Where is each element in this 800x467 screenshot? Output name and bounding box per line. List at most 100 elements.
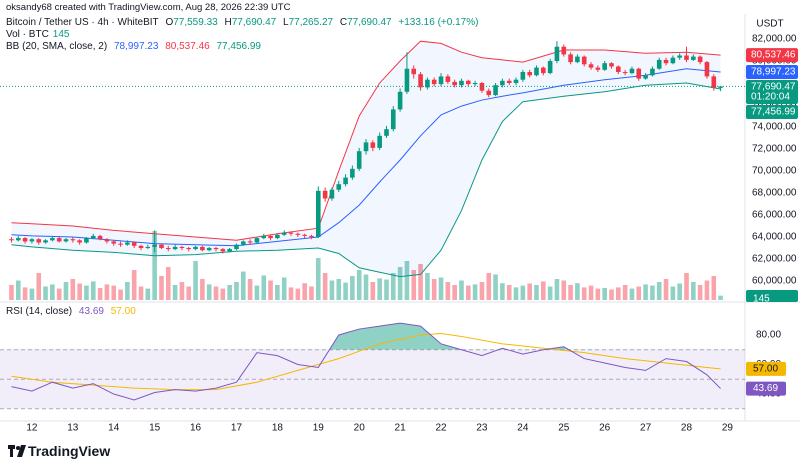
volume-bar xyxy=(663,279,669,300)
rsi-line xyxy=(11,322,721,401)
volume-bar xyxy=(684,273,689,300)
candle-body xyxy=(384,129,389,136)
volume-bar xyxy=(622,285,628,300)
ohlc-key: O xyxy=(165,17,174,28)
candle-body xyxy=(36,239,42,243)
candle-body xyxy=(206,248,212,251)
rsi-tick-label: 80.00 xyxy=(756,330,781,341)
volume-bar xyxy=(254,285,260,300)
volume-bar xyxy=(227,285,232,300)
candle-body xyxy=(677,55,682,58)
volume-bar xyxy=(159,276,164,300)
volume-bar xyxy=(506,285,512,300)
volume-bar xyxy=(104,284,110,300)
candle-body xyxy=(43,240,48,243)
y-tick-label: 62,000.00 xyxy=(752,254,797,265)
candle-body xyxy=(281,232,287,235)
candle-body xyxy=(581,56,587,65)
candle-body xyxy=(418,74,423,88)
volume-bar xyxy=(193,261,198,300)
candle-body xyxy=(50,238,55,241)
x-tick-label: 23 xyxy=(476,423,488,434)
candle-body xyxy=(138,245,144,248)
volume-bar xyxy=(288,287,294,300)
volume-bar xyxy=(561,280,567,300)
candle-body xyxy=(650,68,655,76)
candle-body xyxy=(704,62,710,77)
volume-bar xyxy=(609,289,614,300)
candle-body xyxy=(452,81,457,86)
volume-bar xyxy=(36,273,42,300)
volume-label-box xyxy=(746,290,798,302)
candle-body xyxy=(466,80,471,85)
x-tick-label: 21 xyxy=(395,423,407,434)
candle-body xyxy=(615,66,621,72)
candle-body xyxy=(159,244,164,248)
symbol: Bitcoin / Tether US · 4h · WhiteBIT xyxy=(6,17,159,28)
candle-body xyxy=(213,248,219,250)
bb-lower: 77,456.99 xyxy=(216,41,262,52)
legend-rsi: RSI (14, close) 43.69 57.00 xyxy=(6,306,140,318)
x-tick-label: 13 xyxy=(67,423,79,434)
rsi-label: 43.69 xyxy=(753,383,778,394)
volume-bar xyxy=(466,285,471,300)
volume-bar xyxy=(588,285,594,300)
bb-lower-line xyxy=(11,82,721,278)
candle-body xyxy=(288,232,294,234)
candle-body xyxy=(711,76,717,88)
volume-bar xyxy=(431,279,437,300)
bb-basis-label-box xyxy=(746,65,798,80)
volume-bar xyxy=(384,279,389,300)
price-label-box xyxy=(746,80,798,105)
candle-body xyxy=(684,55,689,60)
bb-basis-line xyxy=(11,68,721,247)
rsi-overbought-fill xyxy=(11,323,721,350)
volume-bar xyxy=(350,276,355,300)
candle-body xyxy=(104,239,110,242)
y-tick-label: 60,000.00 xyxy=(752,276,797,287)
bb-basis-label: 78,997.23 xyxy=(751,67,796,78)
volume-bar xyxy=(677,283,682,300)
y-tick-label: 64,000.00 xyxy=(752,232,797,243)
volume-bar xyxy=(615,287,621,300)
rsi-label-box xyxy=(746,381,786,396)
candle-body xyxy=(315,190,321,237)
candle-body xyxy=(697,56,703,63)
bb-lower-label: 77,456.99 xyxy=(751,107,796,118)
volume-bar xyxy=(711,276,717,300)
volume-bar xyxy=(445,282,451,300)
volume-bar xyxy=(697,285,703,300)
volume-bar xyxy=(568,285,573,300)
change: +133.16 (+0.17%) xyxy=(398,17,479,28)
volume-bar xyxy=(541,281,546,300)
volume-bar xyxy=(261,275,267,300)
candle-body xyxy=(622,72,628,74)
candle-body xyxy=(15,238,21,241)
volume-bar xyxy=(50,284,55,300)
volume-bar xyxy=(302,283,307,300)
x-tick-label: 27 xyxy=(640,423,652,434)
volume-bar xyxy=(186,286,192,300)
price-pane xyxy=(9,40,723,300)
candle-body xyxy=(670,57,676,64)
candle-body xyxy=(179,246,185,248)
candle-body xyxy=(520,72,526,80)
candle-body xyxy=(29,239,35,242)
candle-body xyxy=(131,242,137,246)
volume-bar xyxy=(22,287,28,300)
candle-body xyxy=(165,248,171,250)
bb-title: BB (20, SMA, close, 2) xyxy=(6,41,108,52)
volume-bar xyxy=(575,283,580,300)
volume-bar xyxy=(179,282,185,300)
logo xyxy=(8,445,26,457)
volume-bar xyxy=(90,281,96,300)
volume-bar xyxy=(206,284,212,300)
volume-bar xyxy=(493,274,498,300)
footer-brand: TradingView xyxy=(28,443,111,459)
candle-body xyxy=(493,85,498,96)
x-tick-label: 29 xyxy=(722,423,734,434)
x-tick-label: 25 xyxy=(558,423,570,434)
volume-bar xyxy=(425,273,430,300)
volume-bar xyxy=(411,270,417,300)
